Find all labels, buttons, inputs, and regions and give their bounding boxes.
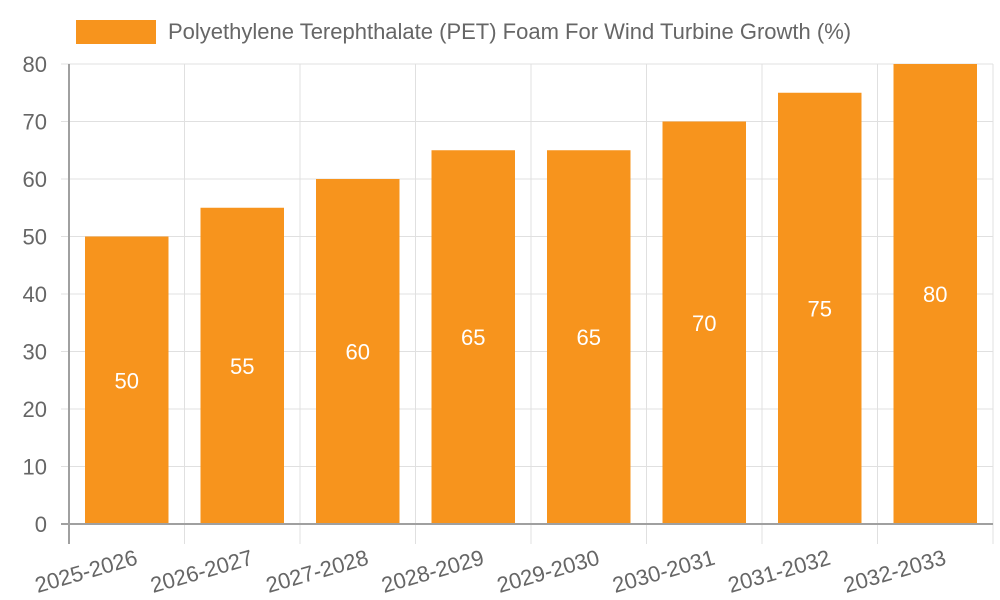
x-tick-label: 2026-2027 (148, 545, 256, 598)
chart-legend[interactable]: Polyethylene Terephthalate (PET) Foam Fo… (76, 18, 851, 46)
bar-value-label: 65 (461, 325, 485, 350)
bar-value-label: 65 (577, 325, 601, 350)
x-tick-label: 2031-2032 (725, 545, 833, 598)
x-tick-label: 2028-2029 (379, 545, 487, 598)
y-tick-label: 60 (23, 167, 47, 192)
bar-value-label: 55 (230, 354, 254, 379)
bar[interactable] (778, 92, 862, 524)
y-axis-labels: 0 10 20 30 40 50 60 70 80 (23, 52, 47, 537)
bar-value-label: 75 (808, 296, 832, 321)
bar[interactable] (316, 179, 400, 524)
bar[interactable] (85, 236, 169, 525)
bar-value-label: 70 (692, 311, 716, 336)
bar[interactable] (200, 207, 285, 524)
x-tick-label: 2029-2030 (494, 545, 602, 598)
bar[interactable] (662, 121, 747, 525)
bars: 50 55 60 65 65 70 75 80 (85, 64, 977, 524)
bar[interactable] (431, 150, 516, 524)
y-tick-label: 10 (23, 455, 47, 480)
legend-label: Polyethylene Terephthalate (PET) Foam Fo… (168, 19, 852, 44)
y-tick-label: 0 (35, 512, 47, 537)
bar-value-label: 50 (115, 368, 139, 393)
bar-value-label: 80 (923, 282, 947, 307)
x-tick-label: 2027-2028 (263, 545, 371, 598)
bar-value-label: 60 (346, 340, 370, 365)
bar[interactable] (547, 150, 631, 524)
y-tick-label: 30 (23, 340, 47, 365)
x-tick-label: 2032-2033 (841, 545, 949, 598)
x-tick-label: 2030-2031 (610, 545, 718, 598)
y-tick-label: 20 (23, 397, 47, 422)
bar[interactable] (893, 64, 978, 524)
x-axis-labels: 2025-2026 2026-2027 2027-2028 2028-2029 2029… (32, 545, 949, 598)
y-tick-label: 80 (23, 52, 47, 77)
y-tick-label: 50 (23, 225, 47, 250)
legend-swatch (76, 20, 156, 44)
y-tick-label: 40 (23, 282, 47, 307)
axes (61, 64, 993, 544)
x-tick-label: 2025-2026 (32, 545, 140, 598)
y-tick-label: 70 (23, 110, 47, 135)
